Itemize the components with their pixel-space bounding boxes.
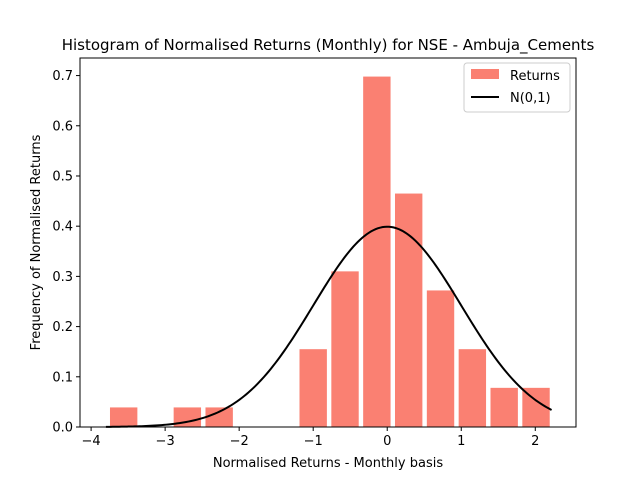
x-tick-label: 1: [457, 434, 465, 449]
x-tick-label: −3: [156, 434, 175, 449]
histogram-bar: [426, 290, 455, 427]
bars-group: [109, 76, 550, 428]
legend-swatch-returns: [471, 69, 499, 79]
x-axis: −4 −3 −2 −1 0 1 2: [82, 427, 539, 449]
histogram-bar: [299, 349, 327, 427]
y-tick-label: 0.2: [52, 320, 73, 335]
legend: Returns N(0,1): [463, 62, 571, 113]
histogram-bar: [458, 349, 487, 427]
histogram-bar: [331, 271, 359, 427]
y-tick-label: 0.6: [52, 119, 73, 134]
x-tick-label: −4: [82, 434, 101, 449]
x-tick-label: 0: [383, 434, 391, 449]
y-axis: 0.0 0.1 0.2 0.3 0.4 0.5 0.6 0.7: [52, 69, 80, 436]
legend-label-returns: Returns: [510, 69, 560, 84]
histogram-bar: [490, 387, 518, 427]
y-tick-label: 0.3: [52, 270, 73, 285]
plot-frame: [79, 57, 577, 428]
y-tick-label: 0.5: [52, 169, 73, 184]
histogram-bar: [109, 407, 138, 427]
x-tick-label: −1: [304, 434, 323, 449]
chart-title: Histogram of Normalised Returns (Monthly…: [62, 36, 595, 55]
normal-curve-line: [105, 225, 553, 428]
normal-curve-group: [105, 225, 553, 428]
y-tick-label: 0.0: [52, 421, 73, 436]
histogram-bar: [363, 76, 391, 428]
y-tick-label: 0.1: [52, 370, 73, 385]
histogram-bar: [394, 193, 423, 427]
histogram-bar: [205, 407, 233, 427]
legend-label-normal: N(0,1): [510, 91, 551, 106]
y-tick-label: 0.7: [52, 69, 73, 84]
x-tick-label: −2: [230, 434, 249, 449]
y-axis-label: Frequency of Normalised Returns: [29, 134, 44, 350]
x-axis-label: Normalised Returns - Monthly basis: [213, 456, 443, 471]
x-tick-label: 2: [531, 434, 539, 449]
y-tick-label: 0.4: [52, 220, 73, 235]
